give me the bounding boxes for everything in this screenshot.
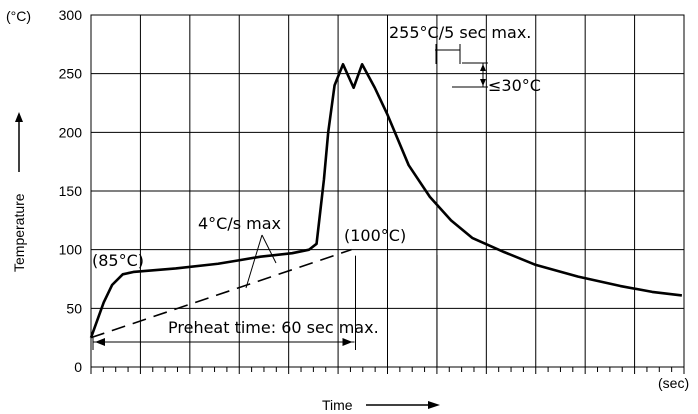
grid	[90, 14, 685, 368]
annotation-marks	[92, 44, 488, 367]
y-tick-label: 200	[59, 124, 83, 140]
y-tick-label: 250	[59, 66, 83, 82]
ramp-leader-1	[261, 234, 277, 264]
ramp-annotation: 4°C/s max	[198, 214, 281, 233]
end-preheat-annotation: (100°C)	[344, 226, 406, 245]
y-tick-labels: 0 50 100 150 200 250 300	[59, 7, 83, 375]
curves	[89, 62, 683, 339]
preheat-annotation: Preheat time: 60 sec max.	[168, 318, 379, 337]
y-axis-arrow	[15, 112, 23, 172]
y-axis-title: Temperature	[11, 193, 27, 272]
profile-curve	[89, 62, 683, 339]
preheat-guide-dashed	[90, 248, 352, 339]
ramp-leader-2	[245, 234, 263, 289]
y-tick-label: 0	[74, 359, 82, 375]
preheat-arrow-right	[342, 338, 353, 346]
y-tick-label: 150	[59, 183, 83, 199]
y-tick-label: 300	[59, 7, 83, 23]
delta-annotation: ≤30°C	[488, 76, 541, 95]
x-unit-label: (sec)	[658, 375, 689, 391]
x-minor-ticks	[90, 367, 685, 374]
peak-annotation: 255°C/5 sec max.	[389, 23, 531, 42]
x-axis-arrow	[366, 401, 440, 409]
y-tick-label: 50	[66, 300, 82, 316]
y-tick-label: 100	[59, 242, 83, 258]
x-axis-title: Time	[322, 397, 353, 413]
delta-arrow-down	[480, 79, 486, 86]
y-unit-label: (°C)	[6, 8, 31, 24]
start-temp-annotation: (85°C)	[92, 251, 144, 270]
preheat-arrow-left	[95, 338, 105, 346]
delta-arrow-up	[480, 64, 486, 71]
